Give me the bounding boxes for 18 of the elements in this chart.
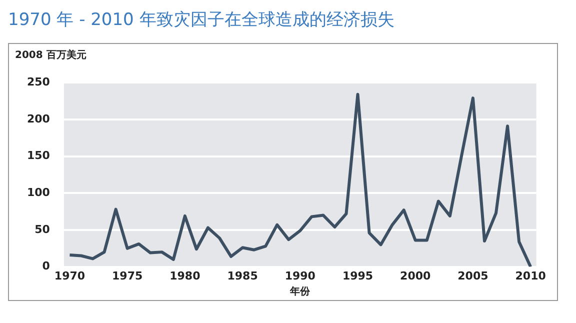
y-axis-title: 2008 百万美元 [15, 48, 88, 62]
chart-title: 1970 年 - 2010 年致灾因子在全球造成的经济损失 [8, 9, 396, 31]
x-tick-label: 1995 [342, 269, 374, 282]
y-tick-label: 50 [34, 222, 50, 236]
x-tick-label: 2010 [515, 269, 546, 282]
y-tick-label: 250 [26, 75, 50, 88]
x-axis-title: 年份 [289, 286, 312, 298]
y-tick-label: 0 [42, 260, 50, 273]
x-tick-label: 1985 [227, 269, 258, 282]
x-tick-label: 2005 [458, 269, 488, 282]
y-tick-label: 100 [26, 186, 50, 199]
y-tick-label: 150 [26, 149, 50, 162]
y-tick-label: 200 [26, 112, 50, 126]
x-tick-label: 1980 [170, 269, 201, 282]
x-tick-label: 1990 [284, 269, 316, 282]
x-tick-label: 2000 [400, 269, 432, 282]
x-tick-label: 1970 [54, 269, 86, 282]
x-tick-label: 1975 [112, 269, 143, 282]
